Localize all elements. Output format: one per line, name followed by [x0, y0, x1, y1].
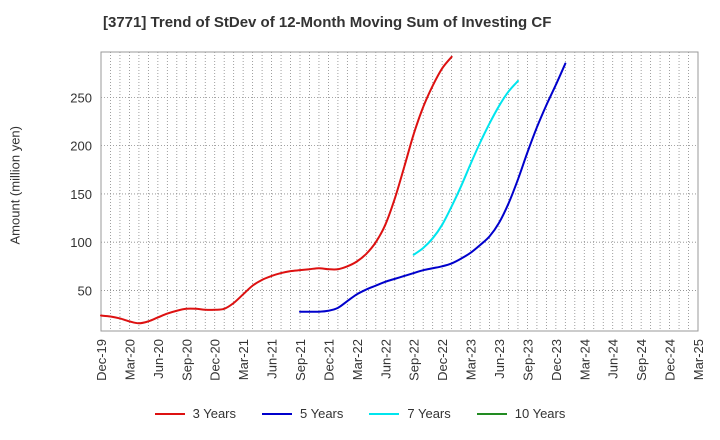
- series-line-7-years: [412, 79, 519, 256]
- y-tick-label: 100: [70, 235, 92, 250]
- legend-label-5-years: 5 Years: [300, 406, 344, 421]
- legend-label-3-years: 3 Years: [192, 406, 236, 421]
- legend-swatch-5-years: [262, 412, 292, 415]
- x-tick-label: Jun-21: [265, 339, 280, 379]
- series-line-3-years: [100, 55, 453, 325]
- legend-label-7-years: 7 Years: [407, 406, 451, 421]
- y-tick-label: 50: [78, 283, 92, 298]
- series-line-5-years: [299, 62, 567, 313]
- legend: 3 Years 5 Years 7 Years 10 Years: [0, 406, 720, 421]
- x-tick-label: Dec-23: [549, 339, 564, 381]
- x-tick-label: Mar-23: [464, 339, 479, 380]
- legend-item-5-years: 5 Years: [262, 406, 343, 421]
- legend-swatch-10-years: [476, 412, 507, 415]
- x-tick-label: Mar-20: [122, 339, 137, 380]
- y-tick-label: 150: [70, 187, 92, 202]
- x-tick-label: Jun-23: [492, 339, 507, 379]
- chart-title: [3771] Trend of StDev of 12-Month Moving…: [103, 14, 552, 31]
- y-tick-label: 200: [70, 139, 92, 154]
- legend-label-10-years: 10 Years: [514, 406, 566, 421]
- legend-item-3-years: 3 Years: [154, 406, 236, 421]
- legend-swatch-3-years: [154, 412, 185, 415]
- x-tick-labels: Dec-19 Mar-20 Jun-20 Sep-20 Dec-20 Mar-21 Jun-…: [94, 339, 706, 381]
- x-tick-label: Jun-20: [151, 339, 166, 379]
- x-tick-label: Dec-20: [208, 339, 223, 381]
- x-tick-label: Dec-22: [435, 339, 450, 381]
- y-tick-labels: 50 100 150 200 250: [70, 90, 92, 298]
- x-tick-label: Jun-24: [606, 339, 621, 379]
- x-tick-label: Mar-24: [577, 339, 592, 380]
- series-layer: [100, 55, 567, 325]
- x-tick-label: Sep-22: [407, 339, 422, 381]
- legend-swatch-7-years: [369, 412, 400, 415]
- x-tick-label: Mar-25: [691, 339, 706, 380]
- x-tick-label: Dec-21: [321, 339, 336, 381]
- legend-item-7-years: 7 Years: [369, 406, 451, 421]
- x-tick-label: Mar-21: [236, 339, 251, 380]
- y-tick-label: 250: [70, 90, 92, 105]
- x-tick-label: Sep-24: [634, 339, 649, 381]
- legend-item-10-years: 10 Years: [476, 406, 566, 421]
- x-tick-label: Mar-22: [350, 339, 365, 380]
- grid-lines: [101, 52, 698, 331]
- x-tick-label: Dec-19: [94, 339, 109, 381]
- x-tick-label: Sep-23: [520, 339, 535, 381]
- x-tick-label: Dec-24: [663, 339, 678, 381]
- x-tick-label: Sep-20: [179, 339, 194, 381]
- x-tick-label: Jun-22: [378, 339, 393, 379]
- plot-frame: [100, 51, 699, 332]
- x-tick-label: Sep-21: [293, 339, 308, 381]
